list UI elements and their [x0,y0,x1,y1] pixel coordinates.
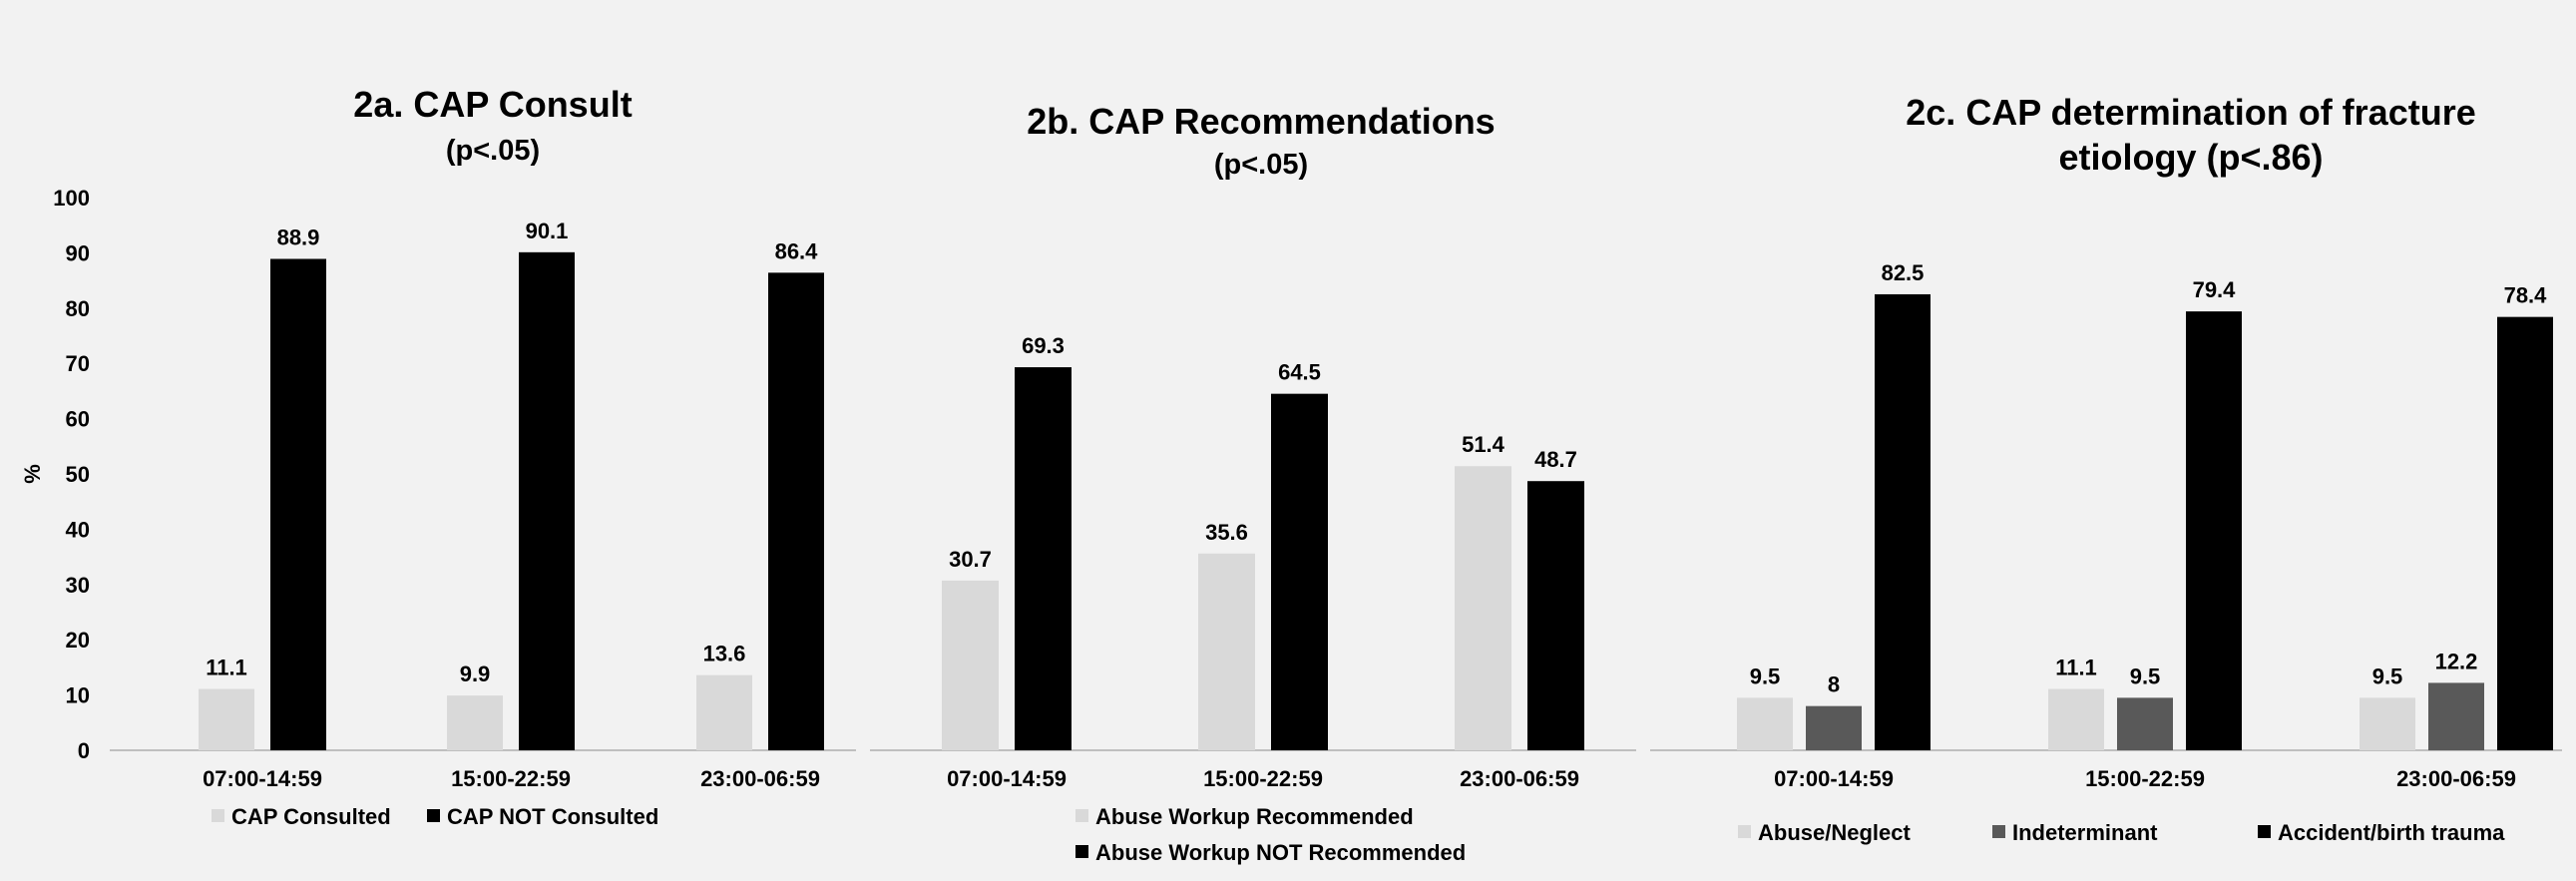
y-tick-label: 80 [66,296,90,321]
x-tick-label: 15:00-22:59 [451,766,571,791]
bar-1-s2-c1 [270,258,326,750]
data-label: 11.1 [206,656,247,680]
legend-label: CAP Consulted [231,804,391,829]
legend-label: Accident/birth trauma [2278,820,2505,845]
bar-2-s2-c3 [1527,481,1584,750]
data-label: 13.6 [703,642,746,666]
data-label: 90.1 [526,219,569,243]
y-tick-label: 50 [66,462,90,487]
data-label: 78.4 [2504,283,2548,308]
data-label: 88.9 [277,224,320,249]
y-tick-label: 60 [66,407,90,432]
legend-swatch [1992,825,2005,838]
y-tick-label: 0 [78,738,90,763]
y-tick-label: 20 [66,628,90,653]
data-label: 9.5 [1750,663,1781,688]
bar-3-s2-c1 [1806,705,1862,750]
data-label: 69.3 [1022,333,1065,358]
data-label: 86.4 [775,238,819,263]
legend-swatch [1738,825,1751,838]
data-label: 11.1 [2055,656,2097,680]
bar-1-s1-c1 [199,688,254,750]
y-tick-label: 40 [66,517,90,542]
chart-subtitle: (p<.05) [1214,149,1308,181]
y-tick-label: 90 [66,240,90,265]
bar-2-s1-c1 [942,580,999,750]
data-label: 9.9 [460,661,491,686]
legend-swatch [1075,809,1088,822]
legend-label: Indeterminant [2012,820,2158,845]
chart-title: 2a. CAP Consult [353,84,632,125]
y-tick-label: 10 [66,683,90,708]
legend-label: CAP NOT Consulted [447,804,658,829]
y-tick-label: 70 [66,351,90,376]
data-label: 35.6 [1205,520,1248,545]
bar-3-s1-c1 [1737,697,1793,750]
chart-title: 2c. CAP determination of fracture [1906,92,2475,133]
chart-subtitle: (p<.05) [446,135,540,167]
legend-swatch [212,809,224,822]
x-tick-label: 07:00-14:59 [947,766,1067,791]
x-tick-label: 23:00-06:59 [1460,766,1579,791]
bar-1-s1-c2 [447,695,503,750]
legend-label: Abuse Workup Recommended [1095,804,1414,829]
x-tick-label: 15:00-22:59 [2085,766,2205,791]
x-tick-label: 15:00-22:59 [1203,766,1323,791]
bar-2-s2-c1 [1015,367,1072,750]
data-label: 8 [1828,672,1840,697]
legend-swatch [2258,825,2271,838]
bar-3-s3-c2 [2186,311,2242,750]
data-label: 48.7 [1534,447,1577,472]
data-label: 64.5 [1278,360,1321,385]
data-label: 9.5 [2372,663,2403,688]
data-label: 9.5 [2130,663,2161,688]
bar-3-s3-c3 [2497,316,2553,750]
bar-2-s1-c3 [1455,466,1511,750]
legend-label: Abuse Workup NOT Recommended [1095,840,1466,865]
bar-3-s1-c3 [2360,697,2415,750]
legend-swatch [427,809,440,822]
y-tick-label: 100 [53,186,90,211]
bar-2-s2-c2 [1271,393,1328,750]
data-label: 79.4 [2193,277,2237,302]
bar-1-s2-c3 [768,272,824,750]
bar-3-s2-c3 [2428,682,2484,750]
y-axis-label: % [20,464,45,484]
bar-1-s2-c2 [519,251,575,750]
bar-1-s1-c3 [696,674,752,750]
chart-subtitle: etiology (p<.86) [2058,137,2323,178]
legend-label: Abuse/Neglect [1758,820,1911,845]
bar-2-s1-c2 [1198,553,1255,750]
y-tick-label: 30 [66,573,90,598]
data-label: 51.4 [1462,432,1505,457]
bar-3-s3-c1 [1875,293,1931,750]
data-label: 30.7 [949,547,992,572]
x-tick-label: 23:00-06:59 [2396,766,2516,791]
data-label: 12.2 [2435,649,2478,673]
x-tick-label: 07:00-14:59 [203,766,322,791]
x-tick-label: 07:00-14:59 [1774,766,1894,791]
bar-3-s1-c2 [2048,688,2104,750]
legend-swatch [1075,845,1088,858]
bar-3-s2-c2 [2117,697,2173,750]
data-label: 82.5 [1882,260,1925,285]
x-tick-label: 23:00-06:59 [700,766,820,791]
chart-title: 2b. CAP Recommendations [1027,101,1495,142]
